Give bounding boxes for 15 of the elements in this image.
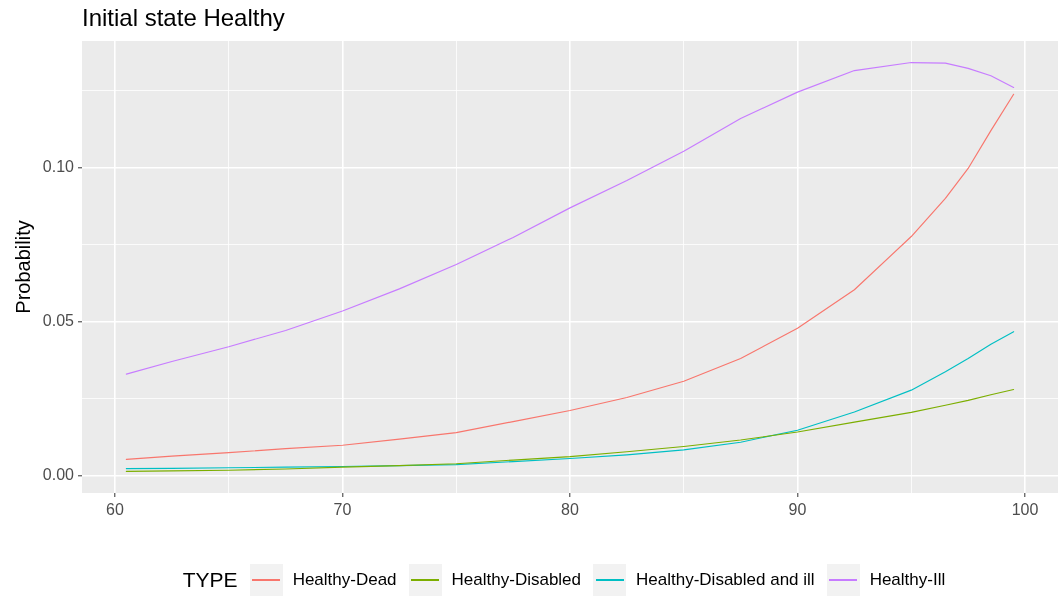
- x-tick-label: 90: [788, 501, 807, 519]
- chart-title: Initial state Healthy: [82, 4, 285, 32]
- y-tick-label: 0.10: [42, 157, 75, 175]
- y-tick-label: 0.00: [42, 465, 75, 483]
- legend-label: Healthy-Dead: [292, 570, 397, 590]
- x-tick-label: 80: [561, 501, 579, 519]
- x-tick-label: 100: [1011, 501, 1039, 519]
- y-tick-label: 0.05: [42, 311, 75, 329]
- x-tick-label: 70: [333, 501, 352, 519]
- legend-label: Healthy-Disabled: [451, 570, 582, 590]
- legend-title: TYPE: [182, 568, 238, 592]
- y-axis-title: Probability: [11, 220, 34, 314]
- x-tick-label: 60: [106, 501, 124, 519]
- legend-label: Healthy-Disabled and ill: [636, 570, 815, 590]
- legend-label: Healthy-Ill: [869, 570, 946, 590]
